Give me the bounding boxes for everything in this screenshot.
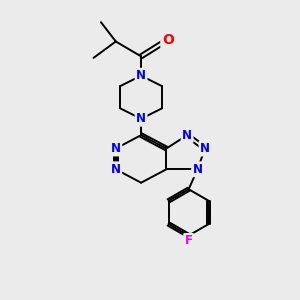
Text: F: F — [184, 235, 193, 248]
Text: O: O — [162, 33, 174, 47]
Text: N: N — [111, 163, 121, 176]
Text: N: N — [136, 112, 146, 125]
Text: N: N — [200, 142, 210, 155]
Text: N: N — [111, 142, 121, 155]
Text: N: N — [136, 69, 146, 82]
Text: N: N — [182, 129, 192, 142]
Text: N: N — [193, 163, 202, 176]
